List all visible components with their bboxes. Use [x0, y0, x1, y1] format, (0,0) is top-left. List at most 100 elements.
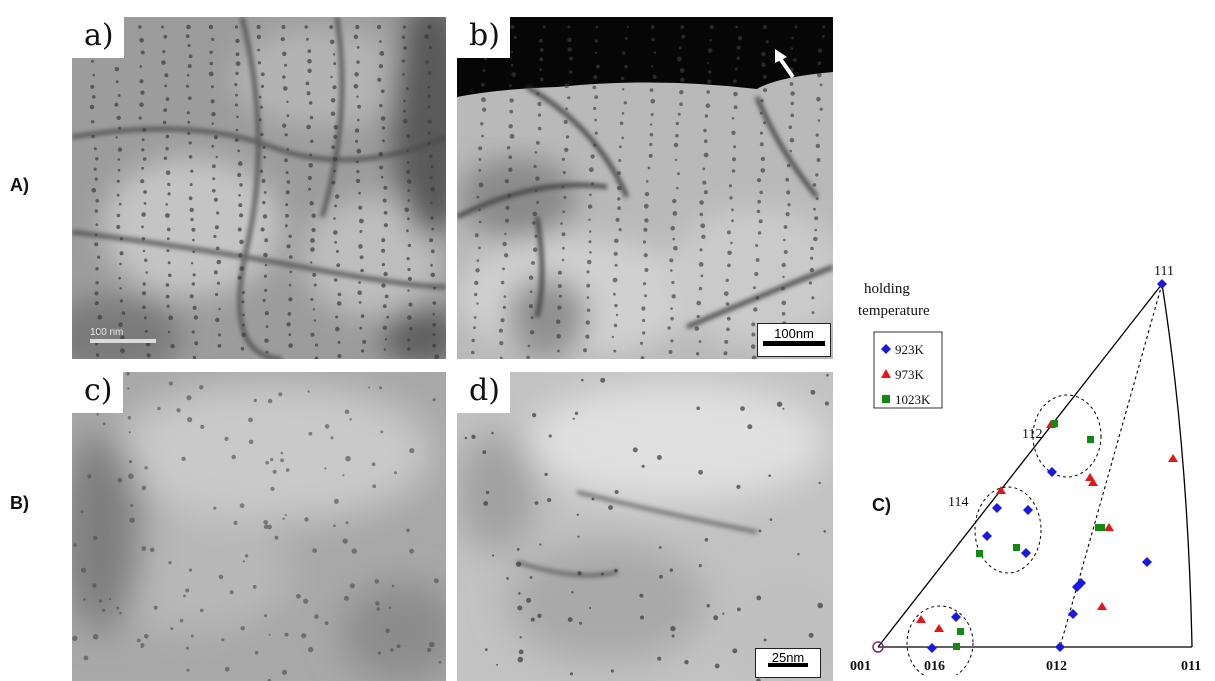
marker-923k [1142, 557, 1152, 567]
precipitate-dot [427, 141, 431, 146]
precipitate-dot [394, 471, 397, 475]
precipitate-dot [516, 548, 520, 551]
precipitate-dot [289, 255, 293, 259]
precipitate-dot [670, 269, 673, 272]
precipitate-dot [143, 202, 147, 205]
precipitate-dot [650, 25, 655, 29]
precipitate-dot [344, 409, 350, 415]
precipitate-dot [307, 175, 312, 181]
precipitate-dot [116, 213, 121, 218]
precipitate-dot [314, 356, 319, 359]
precipitate-dot [213, 234, 217, 238]
precipitate-dot [234, 25, 238, 29]
precipitate-dot [561, 157, 565, 161]
precipitate-dot [335, 249, 339, 253]
precipitate-dot [139, 65, 143, 68]
precipitate-dot [809, 267, 815, 273]
precipitate-dot [643, 253, 648, 258]
precipitate-dot [517, 605, 523, 611]
precipitate-dot [311, 213, 316, 218]
precipitate-dot [233, 520, 238, 525]
precipitate-dot [473, 326, 476, 330]
precipitate-dot [215, 246, 220, 251]
precipitate-dot [183, 594, 186, 598]
precipitate-dot [187, 120, 191, 124]
pole-111: 111 [1154, 264, 1174, 279]
precipitate-dot [817, 72, 822, 78]
precipitate-dot [258, 118, 262, 122]
precipitate-dot [588, 218, 591, 221]
precipitate-dot [808, 281, 813, 285]
precipitate-dot [643, 203, 649, 209]
precipitate-dot [117, 477, 123, 483]
precipitate-dot [537, 126, 542, 131]
precipitate-dot [650, 98, 656, 104]
precipitate-dot [231, 454, 236, 460]
precipitate-dot [165, 213, 170, 218]
precipitate-dot [539, 57, 544, 62]
precipitate-dot [406, 257, 410, 261]
precipitate-dot [562, 210, 566, 214]
precipitate-dot [307, 390, 310, 393]
precipitate-dot [760, 99, 764, 103]
precipitate-dot [91, 59, 94, 63]
precipitate-dot [427, 24, 432, 30]
precipitate-dot [704, 114, 709, 118]
precipitate-dot [478, 246, 481, 250]
precipitate-dot [165, 283, 170, 287]
precipitate-dot [496, 663, 499, 666]
precipitate-dot [354, 72, 359, 77]
precipitate-dot [471, 350, 475, 355]
precipitate-dot [763, 121, 767, 125]
precipitate-dot [649, 123, 653, 126]
precipitate-dot [234, 103, 238, 107]
precipitate-dot [94, 177, 98, 181]
precipitate-dot [751, 355, 757, 359]
precipitate-dot [586, 259, 592, 265]
precipitate-dot [166, 304, 170, 308]
precipitate-dot [615, 217, 620, 222]
precipitate-dot [186, 24, 191, 30]
precipitate-dot [252, 585, 257, 589]
precipitate-dot [267, 398, 273, 404]
precipitate-dot [244, 554, 249, 558]
precipitate-dot [312, 272, 317, 277]
precipitate-dot [199, 385, 204, 390]
precipitate-dot [119, 611, 122, 615]
precipitate-dot [165, 170, 171, 175]
precipitate-dot [404, 207, 410, 213]
precipitate-dot [810, 246, 814, 251]
precipitate-dot [754, 271, 759, 277]
precipitate-dot [142, 249, 146, 253]
precipitate-dot [504, 232, 507, 236]
precipitate-dot [383, 223, 388, 228]
precipitate-dot [561, 232, 566, 237]
precipitate-dot [356, 46, 360, 49]
precipitate-dot [643, 227, 648, 232]
precipitate-dot [408, 302, 413, 307]
precipitate-dot [535, 176, 540, 181]
precipitate-dot [383, 185, 388, 190]
precipitate-dot [333, 134, 338, 139]
precipitate-dot [640, 356, 645, 359]
precipitate-dot [645, 180, 649, 183]
precipitate-dot [432, 343, 436, 348]
precipitate-dot [141, 485, 147, 491]
precipitate-dot [378, 64, 383, 69]
precipitate-dot [386, 315, 390, 319]
precipitate-dot [72, 635, 78, 641]
precipitate-dot [679, 68, 685, 73]
precipitate-dot [282, 123, 287, 128]
precipitate-dot [307, 49, 312, 53]
precipitate-dot [238, 161, 243, 166]
precipitate-dot [722, 612, 725, 615]
precipitate-dot [426, 647, 432, 653]
precipitate-dot [407, 315, 412, 320]
precipitate-dot [359, 255, 364, 260]
precipitate-dot [526, 597, 532, 603]
precipitate-dot [535, 189, 538, 193]
precipitate-dot [333, 524, 336, 527]
precipitate-dot [403, 46, 408, 50]
precipitate-dot [333, 498, 339, 504]
precipitate-dot [337, 353, 342, 359]
